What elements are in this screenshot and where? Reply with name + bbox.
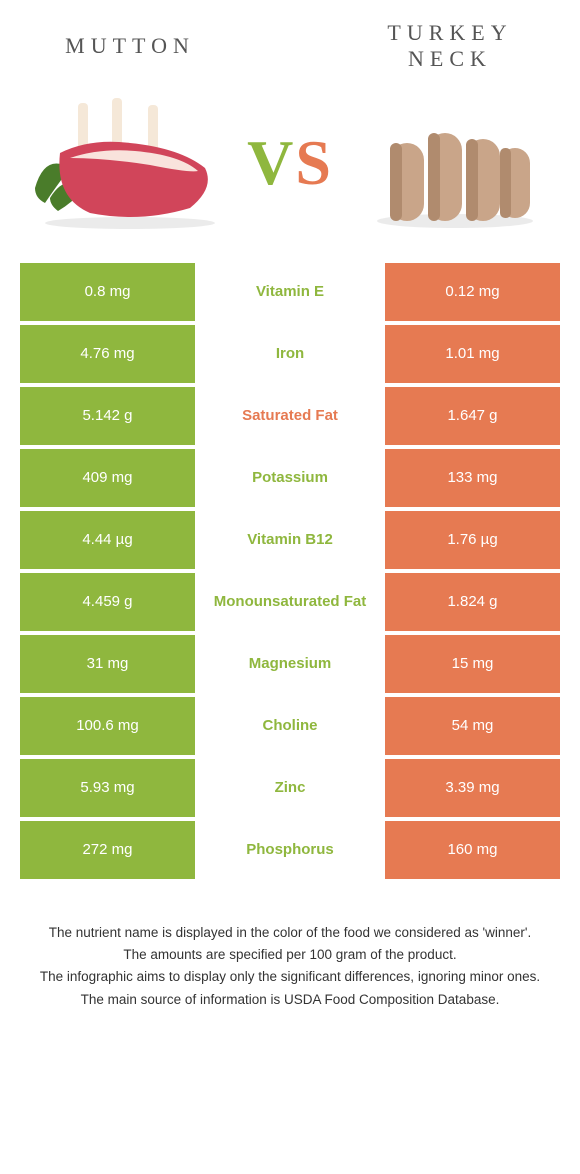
table-row: 0.8 mgVitamin E0.12 mg bbox=[20, 263, 560, 321]
header-titles: MUTTON TURKEY NECK bbox=[0, 0, 580, 83]
left-value-cell: 100.6 mg bbox=[20, 697, 195, 755]
nutrient-label-cell: Monounsaturated Fat bbox=[199, 573, 381, 631]
vs-v: V bbox=[247, 127, 295, 198]
table-row: 409 mgPotassium133 mg bbox=[20, 449, 560, 507]
footer-line-2: The amounts are specified per 100 gram o… bbox=[30, 945, 550, 965]
right-value-cell: 15 mg bbox=[385, 635, 560, 693]
mutton-image bbox=[30, 93, 230, 233]
left-value-cell: 5.93 mg bbox=[20, 759, 195, 817]
table-row: 272 mgPhosphorus160 mg bbox=[20, 821, 560, 879]
left-food-title: MUTTON bbox=[30, 33, 230, 59]
nutrient-label-cell: Zinc bbox=[199, 759, 381, 817]
right-value-cell: 3.39 mg bbox=[385, 759, 560, 817]
nutrient-label-cell: Saturated Fat bbox=[199, 387, 381, 445]
nutrient-label-cell: Phosphorus bbox=[199, 821, 381, 879]
right-food-title: TURKEY NECK bbox=[350, 20, 550, 73]
nutrient-table: 0.8 mgVitamin E0.12 mg4.76 mgIron1.01 mg… bbox=[20, 263, 560, 879]
table-row: 100.6 mgCholine54 mg bbox=[20, 697, 560, 755]
table-row: 31 mgMagnesium15 mg bbox=[20, 635, 560, 693]
nutrient-label-cell: Iron bbox=[199, 325, 381, 383]
left-value-cell: 4.76 mg bbox=[20, 325, 195, 383]
left-value-cell: 409 mg bbox=[20, 449, 195, 507]
nutrient-label-cell: Vitamin E bbox=[199, 263, 381, 321]
nutrient-label-cell: Choline bbox=[199, 697, 381, 755]
table-row: 4.459 gMonounsaturated Fat1.824 g bbox=[20, 573, 560, 631]
nutrient-label-cell: Vitamin B12 bbox=[199, 511, 381, 569]
footer-line-4: The main source of information is USDA F… bbox=[30, 990, 550, 1010]
table-row: 4.76 mgIron1.01 mg bbox=[20, 325, 560, 383]
images-row: VS bbox=[0, 83, 580, 263]
right-value-cell: 0.12 mg bbox=[385, 263, 560, 321]
left-value-cell: 272 mg bbox=[20, 821, 195, 879]
left-value-cell: 0.8 mg bbox=[20, 263, 195, 321]
vs-text: VS bbox=[247, 126, 333, 200]
right-value-cell: 1.01 mg bbox=[385, 325, 560, 383]
left-value-cell: 31 mg bbox=[20, 635, 195, 693]
right-value-cell: 1.824 g bbox=[385, 573, 560, 631]
table-row: 5.93 mgZinc3.39 mg bbox=[20, 759, 560, 817]
left-value-cell: 4.44 µg bbox=[20, 511, 195, 569]
turkey-neck-image bbox=[350, 93, 550, 233]
vs-s: S bbox=[295, 127, 333, 198]
right-value-cell: 54 mg bbox=[385, 697, 560, 755]
footer-notes: The nutrient name is displayed in the co… bbox=[0, 883, 580, 1010]
table-row: 5.142 gSaturated Fat1.647 g bbox=[20, 387, 560, 445]
right-value-cell: 133 mg bbox=[385, 449, 560, 507]
nutrient-label-cell: Potassium bbox=[199, 449, 381, 507]
right-value-cell: 1.76 µg bbox=[385, 511, 560, 569]
left-value-cell: 5.142 g bbox=[20, 387, 195, 445]
table-row: 4.44 µgVitamin B121.76 µg bbox=[20, 511, 560, 569]
right-value-cell: 160 mg bbox=[385, 821, 560, 879]
footer-line-1: The nutrient name is displayed in the co… bbox=[30, 923, 550, 943]
right-value-cell: 1.647 g bbox=[385, 387, 560, 445]
left-value-cell: 4.459 g bbox=[20, 573, 195, 631]
nutrient-label-cell: Magnesium bbox=[199, 635, 381, 693]
footer-line-3: The infographic aims to display only the… bbox=[30, 967, 550, 987]
